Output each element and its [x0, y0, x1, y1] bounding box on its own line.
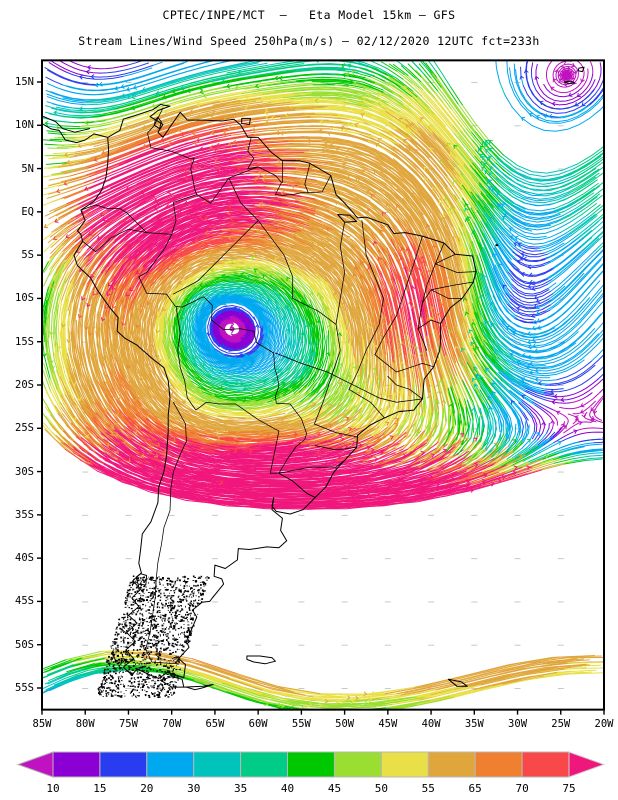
y-axis-tick-5s: 5S — [21, 249, 34, 262]
colorbar-tick-55: 55 — [421, 782, 435, 795]
y-axis-tick-15n: 15N — [15, 76, 34, 88]
colorbar-tick-35: 35 — [234, 782, 248, 795]
x-axis-tick-80w: 80W — [75, 717, 95, 730]
y-axis-tick-10s: 10S — [15, 292, 34, 305]
y-axis-tick-35s: 35S — [15, 508, 34, 521]
x-axis-tick-70w: 70W — [162, 717, 182, 730]
colorbar: 10 15 20 30 35 40 45 50 55 65 70 75 — [0, 744, 618, 800]
y-axis-tick-50s: 50S — [15, 638, 34, 651]
x-axis-tick-30w: 30W — [508, 717, 528, 730]
y-axis-tick-20s: 20S — [15, 379, 34, 391]
colorbar-tick-65: 65 — [468, 782, 482, 795]
x-axis-tick-40w: 40W — [421, 717, 441, 730]
colorbar-tick-70: 70 — [515, 782, 529, 795]
colorbar-tick-75: 75 — [562, 782, 576, 795]
colorbar-tick-10: 10 — [46, 782, 60, 795]
colorbar-tick-45: 45 — [327, 782, 342, 795]
x-axis-tick-45w: 45W — [378, 717, 398, 730]
y-axis-tick-10n: 10N — [15, 119, 34, 132]
y-axis-tick-45s: 45S — [15, 595, 34, 608]
x-axis-tick-20w: 20W — [594, 717, 614, 730]
chart-subtitle: Stream Lines/Wind Speed 250hPa(m/s) — 02… — [78, 34, 540, 48]
x-axis-tick-50w: 50W — [335, 717, 355, 730]
y-axis-tick-30s: 30S — [15, 465, 34, 478]
streamline-map — [37, 59, 605, 715]
x-axis-tick-75w: 75W — [118, 717, 138, 730]
x-axis-tick-55w: 55W — [291, 717, 311, 730]
y-axis-tick-eq: EQ — [21, 205, 34, 218]
colorbar-swatches — [16, 751, 606, 778]
x-axis-tick-35w: 35W — [464, 717, 484, 730]
y-axis-tick-40s: 40S — [15, 552, 34, 565]
colorbar-tick-40: 40 — [280, 782, 295, 795]
colorbar-tick-30: 30 — [187, 782, 201, 795]
x-axis-tick-85w: 85W — [32, 717, 52, 730]
y-axis-tick-55s: 55S — [15, 682, 34, 694]
colorbar-tick-50: 50 — [374, 782, 388, 795]
colorbar-tick-15: 15 — [93, 782, 107, 795]
map-plot-area: 15N 10N 5N EQ 5S 10S 15S 20S 25S 30S 35S 40S 45S 50S 5… — [15, 59, 614, 730]
y-axis-tick-25s: 25S — [15, 422, 34, 435]
y-axis-tick-5n: 5N — [21, 162, 34, 175]
x-axis-tick-25w: 25W — [551, 717, 571, 730]
chart-title: CPTEC/INPE/MCT — Eta Model 15km — GFS — [162, 8, 456, 22]
chart-header: CPTEC/INPE/MCT — Eta Model 15km — GFS St… — [0, 0, 618, 48]
x-axis-tick-65w: 65W — [205, 717, 225, 730]
y-axis-tick-15s: 15S — [15, 335, 34, 348]
x-axis-tick-60w: 60W — [248, 717, 268, 730]
colorbar-tick-20: 20 — [140, 782, 154, 795]
